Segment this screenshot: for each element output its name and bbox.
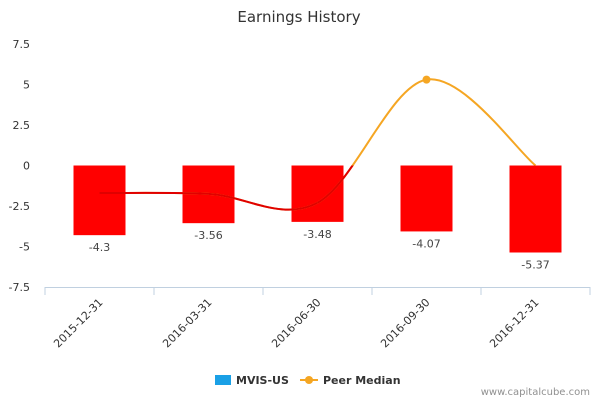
bar	[400, 165, 453, 232]
legend-marker-peer-median	[305, 376, 313, 384]
legend[interactable]: MVIS-US Peer Median	[215, 374, 401, 387]
peer-median-line-segment-negative	[534, 165, 536, 167]
y-tick-label: 5	[23, 79, 30, 92]
bar	[73, 165, 126, 236]
line-series-peer-median	[99, 75, 537, 211]
peer-median-line-segment-negative	[99, 191, 209, 195]
peer-median-point	[422, 75, 431, 84]
peer-median-below-zero	[99, 165, 536, 211]
peer-median-line-segment-negative	[317, 165, 354, 204]
x-tick-label: 2016-09-30	[378, 296, 432, 350]
y-tick-label: 7.5	[13, 38, 31, 51]
data-labels: -4.3 -3.56 -3.48 -4.07 -5.37	[89, 228, 550, 272]
bar-data-label: -3.56	[194, 229, 222, 242]
bar-data-label: -4.3	[89, 241, 110, 254]
bar	[291, 165, 344, 222]
bar-data-label: -4.07	[412, 237, 440, 250]
bar-data-label: -3.48	[303, 228, 331, 241]
peer-median-line-segment	[426, 78, 537, 167]
x-tick-label: 2015-12-31	[51, 296, 105, 350]
bar-data-label: -5.37	[521, 258, 549, 271]
legend-label-peer-median: Peer Median	[323, 374, 401, 387]
peer-median-line-segment-negative	[208, 192, 318, 211]
x-tick-label: 2016-06-30	[269, 296, 323, 350]
legend-label-mvis-us: MVIS-US	[236, 374, 289, 387]
y-tick-label: 0	[23, 160, 30, 173]
x-tick-label: 2016-03-31	[160, 296, 214, 350]
y-tick-label: -5	[19, 241, 30, 254]
y-tick-label: -7.5	[9, 281, 30, 294]
credit-text[interactable]: www.capitalcube.com	[481, 387, 590, 398]
bar-series-mvis-us	[73, 165, 562, 253]
chart-title: Earnings History	[237, 8, 360, 26]
legend-swatch-mvis-us	[215, 375, 231, 385]
y-tick-label: 2.5	[13, 119, 31, 132]
y-tick-label: -2.5	[9, 200, 30, 213]
x-tick-label: 2016-12-31	[487, 296, 541, 350]
bar	[509, 165, 562, 253]
